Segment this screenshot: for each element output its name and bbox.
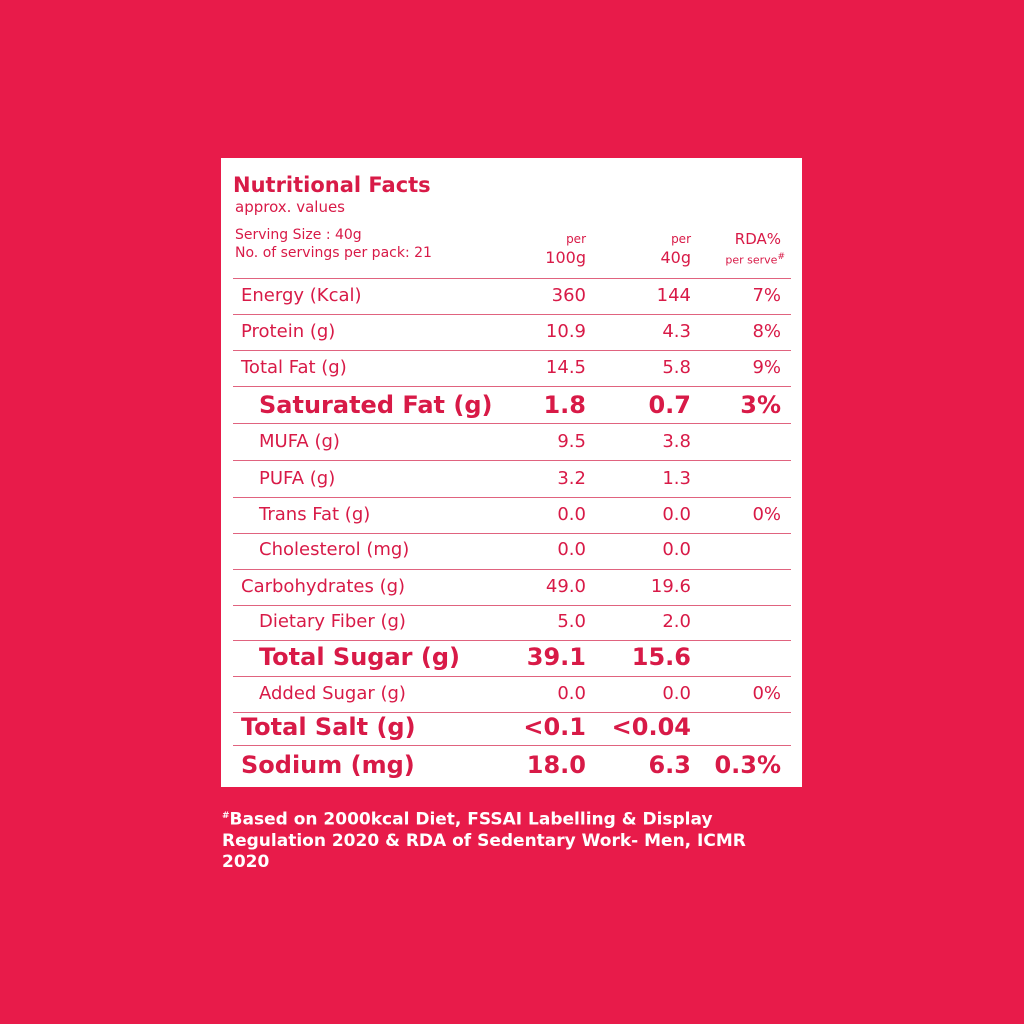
row-divider <box>233 712 791 713</box>
footnote-line: #Based on 2000kcal Diet, FSSAI Labelling… <box>222 806 746 831</box>
footnote-mark: # <box>222 811 230 821</box>
row-value: 0.0 <box>662 539 691 560</box>
row-divider <box>233 497 791 498</box>
row-label: Total Salt (g) <box>241 713 416 741</box>
row-value: 6.3 <box>648 751 691 779</box>
row-value: 144 <box>656 285 691 306</box>
row-divider <box>233 386 791 387</box>
row-value: 18.0 <box>526 751 586 779</box>
row-value: 5.8 <box>662 357 691 378</box>
column-header-top: per <box>566 232 586 246</box>
row-value: 0% <box>752 504 781 525</box>
servings-per-pack: No. of servings per pack: 21 <box>235 245 432 261</box>
row-label: Cholesterol (mg) <box>259 539 410 560</box>
row-value: 14.5 <box>545 357 586 378</box>
row-value: 15.6 <box>631 643 691 671</box>
subtitle: approx. values <box>235 198 345 216</box>
row-value: 0.0 <box>662 683 691 704</box>
row-divider <box>233 460 791 461</box>
title: Nutritional Facts <box>233 173 431 197</box>
row-value: 0.7 <box>648 391 691 419</box>
serving-size: Serving Size : 40g <box>235 227 362 243</box>
row-divider <box>233 314 791 315</box>
row-divider <box>233 640 791 641</box>
row-value: 3.8 <box>662 431 691 452</box>
row-value: 5.0 <box>557 611 586 632</box>
row-label: Trans Fat (g) <box>259 504 371 525</box>
footnote-text: Regulation 2020 & RDA of Sedentary Work-… <box>222 830 746 851</box>
row-label: Sodium (mg) <box>241 751 415 779</box>
row-label: Saturated Fat (g) <box>259 391 493 419</box>
row-label: PUFA (g) <box>259 468 336 489</box>
row-value: 1.8 <box>543 391 586 419</box>
row-value: 9.5 <box>557 431 586 452</box>
column-header-top: RDA% <box>734 230 781 248</box>
column-header-bottom: per serve# <box>725 252 785 267</box>
row-divider <box>233 676 791 677</box>
row-value: 0% <box>752 683 781 704</box>
row-value: 1.3 <box>662 468 691 489</box>
row-divider <box>233 423 791 424</box>
row-divider <box>233 605 791 606</box>
row-value: <0.04 <box>611 713 691 741</box>
row-label: Added Sugar (g) <box>259 683 406 704</box>
row-value: 39.1 <box>526 643 586 671</box>
row-divider <box>233 569 791 570</box>
row-label: Carbohydrates (g) <box>241 576 406 597</box>
row-divider <box>233 745 791 746</box>
row-label: Energy (Kcal) <box>241 285 362 306</box>
row-value: 3.2 <box>557 468 586 489</box>
column-header-top: per <box>671 232 691 246</box>
row-value: 19.6 <box>650 576 691 597</box>
row-value: 3% <box>740 391 781 419</box>
row-value: 0.0 <box>557 504 586 525</box>
footnote-text: Based on 2000kcal Diet, FSSAI Labelling … <box>229 809 713 830</box>
row-divider <box>233 533 791 534</box>
row-value: 10.9 <box>545 321 586 342</box>
row-value: 0.0 <box>557 539 586 560</box>
row-divider <box>233 278 791 279</box>
row-value: 0.0 <box>662 504 691 525</box>
row-divider <box>233 350 791 351</box>
column-header-bottom: 100g <box>545 248 586 267</box>
row-label: MUFA (g) <box>259 431 340 452</box>
row-value: <0.1 <box>523 713 586 741</box>
row-value: 2.0 <box>662 611 691 632</box>
row-value: 0.0 <box>557 683 586 704</box>
row-value: 0.3% <box>714 751 781 779</box>
row-label: Total Sugar (g) <box>259 643 460 671</box>
footnote-line: 2020 <box>222 852 746 873</box>
row-value: 8% <box>752 321 781 342</box>
row-label: Protein (g) <box>241 321 336 342</box>
row-value: 7% <box>752 285 781 306</box>
footnote: #Based on 2000kcal Diet, FSSAI Labelling… <box>222 806 746 873</box>
nutrition-panel: Nutritional Facts approx. values Serving… <box>221 158 802 787</box>
column-header-bottom: 40g <box>660 248 691 267</box>
footnote-line: Regulation 2020 & RDA of Sedentary Work-… <box>222 831 746 852</box>
footnote-text: 2020 <box>222 851 270 872</box>
row-value: 49.0 <box>545 576 586 597</box>
row-label: Total Fat (g) <box>241 357 347 378</box>
row-label: Dietary Fiber (g) <box>259 611 406 632</box>
row-value: 9% <box>752 357 781 378</box>
row-value: 4.3 <box>662 321 691 342</box>
footnote-mark: # <box>777 252 785 262</box>
row-value: 360 <box>551 285 586 306</box>
